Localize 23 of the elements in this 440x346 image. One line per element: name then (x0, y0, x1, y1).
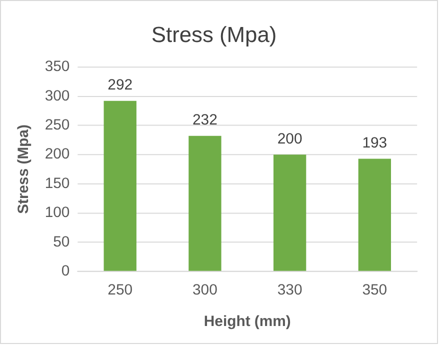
y-tick-label: 0 (61, 262, 70, 280)
data-label: 292 (108, 76, 133, 94)
y-axis-title: Stress (Mpa) (15, 124, 32, 214)
y-tick-label: 150 (44, 174, 70, 192)
y-tick-label: 200 (44, 146, 70, 163)
data-label: 200 (277, 130, 302, 148)
y-tick-label: 350 (44, 58, 70, 76)
y-tick-label: 100 (44, 204, 70, 222)
bar (358, 158, 391, 271)
data-label: 193 (362, 134, 388, 152)
x-tick-label: 330 (277, 281, 302, 298)
chart-title: Stress (Mpa) (151, 22, 277, 48)
bar (273, 154, 306, 271)
x-axis-title: Height (mm) (204, 313, 291, 330)
x-tick-label: 300 (192, 281, 218, 298)
x-tick-label: 350 (362, 281, 388, 298)
x-tick-label: 250 (108, 281, 133, 298)
data-label: 232 (192, 112, 218, 129)
bar (188, 136, 222, 271)
y-tick-label: 250 (44, 116, 70, 134)
y-tick-label: 300 (44, 87, 70, 104)
y-tick-label: 50 (53, 233, 70, 250)
bar (104, 100, 136, 271)
